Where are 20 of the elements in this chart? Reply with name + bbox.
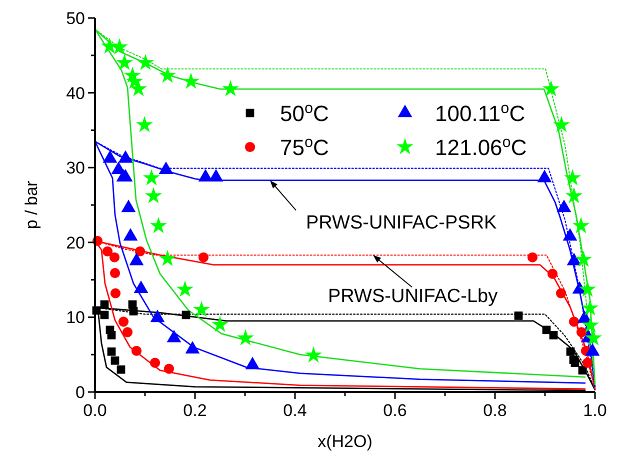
- x-tick-label: 0.6: [383, 401, 407, 420]
- x-tick-label: 1.0: [583, 401, 607, 420]
- x-axis-title: x(H2O): [318, 432, 372, 451]
- x-tick-label: 0.8: [483, 401, 507, 420]
- annotation: PRWS-UNIFAC-PSRK: [306, 212, 498, 234]
- legend-label: 50$^{o}$C: [280, 100, 330, 126]
- legend-label: 121.06$^{o}$C: [435, 134, 527, 160]
- x-tick-label: 0.0: [83, 401, 107, 420]
- legend-label: 100.11$^{o}$C: [435, 100, 526, 126]
- legend-label: 75$^{o}$C: [280, 134, 330, 160]
- x-tick-label: 0.2: [183, 401, 207, 420]
- y-tick-label: 30: [66, 158, 85, 178]
- y-tick-label: 20: [66, 233, 85, 252]
- x-tick-label: 0.4: [283, 401, 307, 420]
- y-axis-title: p / bar: [22, 180, 41, 230]
- annotation: PRWS-UNIFAC-Lby: [328, 286, 498, 308]
- y-tick-label: 40: [66, 84, 85, 103]
- y-tick-label: 50: [66, 9, 85, 28]
- y-tick-label: 10: [66, 308, 85, 328]
- y-tick-label: 0: [76, 383, 85, 402]
